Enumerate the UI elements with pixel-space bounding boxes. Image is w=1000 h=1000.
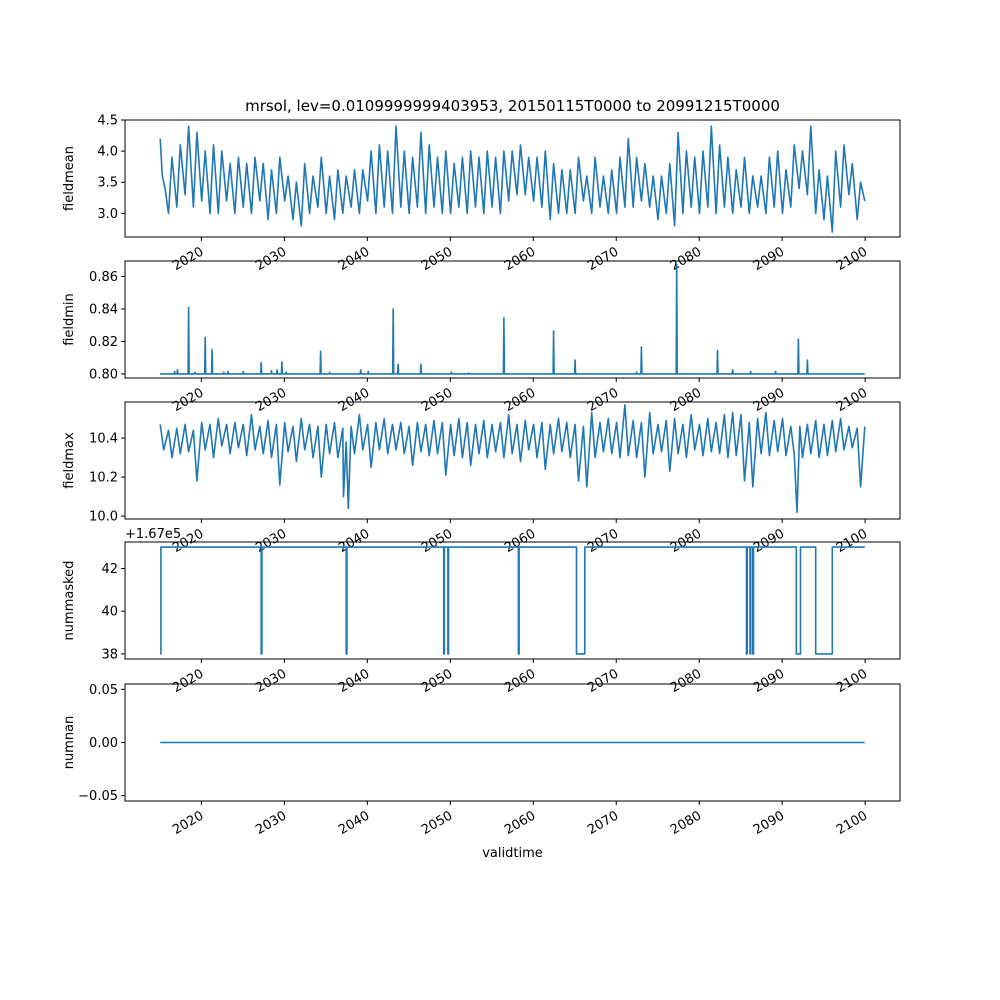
x-tick-label: 2070 <box>585 808 621 838</box>
y-axis-label: fieldmean <box>62 146 77 211</box>
subplot-panels: 3.0 3.5 4.0 4.5 fieldmean 2020 2030 2040 2050 206… <box>62 114 901 838</box>
subplot-fieldmean: 3.0 3.5 4.0 4.5 fieldmean 2020 2030 2040 2050 206… <box>62 114 901 274</box>
y-tick-label: 0.80 <box>89 367 118 382</box>
x-tick-label: 2050 <box>419 385 455 415</box>
y-tick-label: 4.5 <box>97 114 118 129</box>
x-tick-label: 2040 <box>336 244 372 274</box>
x-tick-label: 2090 <box>751 385 787 415</box>
x-tick-label: 2080 <box>668 808 704 838</box>
x-tick-label: 2080 <box>668 385 704 415</box>
series-line-nummasked <box>160 546 865 655</box>
x-tick-label: 2040 <box>336 526 372 556</box>
y-axis-label: numnan <box>62 716 77 770</box>
x-tick-label: 2030 <box>253 808 289 838</box>
series-line-fieldmin <box>160 263 865 375</box>
x-tick-label: 2090 <box>751 244 787 274</box>
x-tick-label: 2100 <box>834 244 870 274</box>
y-tick-label: 0.00 <box>89 736 118 751</box>
y-tick-label: 4.0 <box>97 145 118 160</box>
axes-frame <box>124 260 901 379</box>
x-tick-label: 2040 <box>336 808 372 838</box>
x-tick-label: 2100 <box>834 666 870 696</box>
x-tick-label: 2020 <box>170 385 206 415</box>
y-axis-label: fieldmin <box>62 293 77 346</box>
y-axis-label: nummasked <box>62 561 77 641</box>
y-tick-label: 0.82 <box>89 335 118 350</box>
y-tick-label: 42 <box>101 562 118 577</box>
x-tick-label: 2070 <box>585 385 621 415</box>
x-tick-label: 2090 <box>751 808 787 838</box>
y-tick-label: 0.05 <box>89 683 118 698</box>
subplot-numnan: −0.05 0.00 0.05 numnan 2020 2030 2040 2050 2060 2… <box>62 683 901 838</box>
x-tick-label: 2050 <box>419 808 455 838</box>
x-tick-label: 2060 <box>502 244 538 274</box>
x-tick-label: 2050 <box>419 244 455 274</box>
x-tick-label: 2100 <box>834 526 870 556</box>
y-tick-label: 10.4 <box>89 432 118 447</box>
axes-frame <box>124 119 901 238</box>
y-tick-label: −0.05 <box>78 789 118 804</box>
y-tick-label: 3.0 <box>97 207 118 222</box>
x-tick-label: 2070 <box>585 244 621 274</box>
subplot-nummasked: 38 40 42 nummasked +1.67e5 2020 2030 2040 2050 20… <box>62 527 901 696</box>
x-tick-label: 2020 <box>170 808 206 838</box>
x-tick-label: 2060 <box>502 808 538 838</box>
y-axis-label: fieldmax <box>62 432 77 489</box>
x-tick-label: 2080 <box>668 666 704 696</box>
x-tick-label: 2080 <box>668 526 704 556</box>
x-tick-label: 2080 <box>668 244 704 274</box>
x-tick-label: 2050 <box>419 666 455 696</box>
x-tick-label: 2100 <box>834 808 870 838</box>
y-tick-label: 10.0 <box>89 510 118 525</box>
axes-frame <box>124 401 901 520</box>
x-tick-label: 2060 <box>502 526 538 556</box>
x-tick-label: 2030 <box>253 244 289 274</box>
series-line-fieldmean <box>159 125 866 233</box>
x-axis-label: validtime <box>482 846 543 861</box>
x-tick-label: 2070 <box>585 666 621 696</box>
x-tick-label: 2030 <box>253 385 289 415</box>
x-tick-label: 2070 <box>585 526 621 556</box>
x-tick-label: 2050 <box>419 526 455 556</box>
x-tick-label: 2100 <box>834 385 870 415</box>
y-tick-label: 38 <box>101 647 118 662</box>
y-tick-label: 10.2 <box>89 471 118 486</box>
chart-title: mrsol, lev=0.0109999999403953, 20150115T… <box>245 97 780 115</box>
y-tick-label: 40 <box>101 605 118 620</box>
x-tick-label: 2060 <box>502 666 538 696</box>
y-tick-label: 3.5 <box>97 176 118 191</box>
x-tick-label: 2030 <box>253 666 289 696</box>
x-tick-label: 2090 <box>751 666 787 696</box>
axes-frame <box>124 541 901 660</box>
x-tick-label: 2060 <box>502 385 538 415</box>
y-tick-label: 0.86 <box>89 270 118 285</box>
x-tick-label: 2020 <box>170 666 206 696</box>
series-line-fieldmax <box>159 404 866 514</box>
subplot-fieldmin: 0.80 0.82 0.84 0.86 fieldmin 2020 2030 2040 2050… <box>62 260 901 415</box>
x-tick-label: 2040 <box>336 666 372 696</box>
y-offset-label: +1.67e5 <box>125 527 181 542</box>
x-tick-label: 2030 <box>253 526 289 556</box>
x-tick-label: 2090 <box>751 526 787 556</box>
x-tick-label: 2040 <box>336 385 372 415</box>
x-tick-label: 2020 <box>170 244 206 274</box>
y-tick-label: 0.84 <box>89 302 118 317</box>
